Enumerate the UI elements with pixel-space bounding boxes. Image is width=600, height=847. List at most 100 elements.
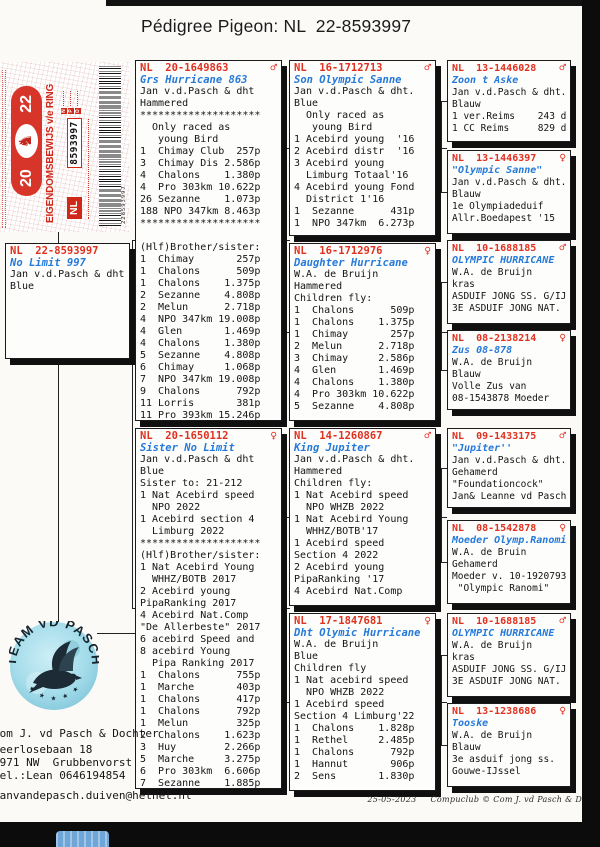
pedigree-box-mgf: NL 14-1260867 ♂ King Jupiter Jan v.d.Pasc…: [289, 428, 436, 606]
pigeon-name: "Olympic Sanne": [452, 165, 543, 176]
ring-number: NL 13-1446028: [452, 63, 537, 74]
connector-logo-mother: [97, 633, 138, 634]
ring-number: NL 10-1688185: [452, 616, 537, 627]
ring-number: NL 09-1433175: [452, 431, 537, 442]
pedigree-box-subject: NL 22-8593997 No Limit 997 Jan v.d.Pasch…: [5, 243, 130, 359]
ring-number: NL 22-8593997: [10, 245, 99, 257]
sex-icon: ♀: [424, 614, 431, 627]
card-microtext: [5, 70, 6, 228]
scan-edge-right: [582, 0, 600, 847]
owner-phone: Tel.:Lean 0646194854: [0, 769, 126, 782]
card-ring-number: 8593997: [67, 118, 82, 168]
connector: [441, 282, 447, 283]
blue-sticker: [56, 831, 109, 847]
ring-header: NL 10-1688185 ♂: [452, 615, 566, 628]
pedigree-box-g3: NL 10-1688185 ♂ OLYMPIC HURRICANE W.A. de…: [447, 240, 571, 324]
year-left: 20: [17, 169, 35, 187]
sex-icon: ♀: [559, 521, 566, 534]
icon-n: N: [60, 108, 67, 114]
pigeon-name: Daughter Hurricane: [294, 257, 408, 269]
connector: [441, 468, 442, 563]
pigeon-name: King Jupiter: [294, 442, 370, 454]
pigeon-details: Jan v.d.Pasch & dht. Gehamerd "Foundatio…: [452, 455, 567, 502]
connector: [441, 370, 447, 371]
pedigree-box-pgf: NL 16-1712713 ♂ Son Olympic Sanne Jan v.d…: [289, 60, 436, 236]
pigeon-details: W.A. de Bruijn Blauw Volle Zus van 08-15…: [452, 357, 550, 404]
pedigree-box-g4: NL 08-2138214 ♀ Zus 08-878 W.A. de Bruijn…: [447, 330, 571, 410]
owner-street: Meerlosebaan 18: [0, 743, 93, 756]
pigeon-details: W.A. de Bruijn Hammered Children fly: 1 …: [294, 269, 415, 412]
ring-header: NL 10-1688185 ♂: [452, 242, 566, 255]
ring-header: NL 20-1650112 ♀: [140, 430, 277, 443]
pedigree-box-g1: NL 13-1446028 ♂ Zoon t Aske Jan v.d.Pasch…: [447, 60, 571, 142]
pigeon-name: Zoon t Aske: [452, 75, 519, 86]
pigeon-details: Jan v.d.Pasch & dht. Blue Only raced as …: [294, 86, 415, 229]
ring-number: NL 08-2138214: [452, 333, 537, 344]
icon-d-text: [77, 91, 78, 106]
card-country: NL: [67, 197, 82, 219]
ring-number: NL 10-1688185: [452, 243, 537, 254]
ring-header: NL 09-1433175 ♂: [452, 430, 566, 443]
ring-number: NL 13-1238686: [452, 706, 537, 717]
ring-ownership-card: 20 ♞ 22 EIGENDOMSBEWIJS v/e RING NL 8593…: [0, 62, 129, 232]
ring-header: NL 08-1542878 ♀: [452, 522, 566, 535]
owner-city: 5971 NW Grubbenvorst: [0, 756, 133, 769]
connector: [286, 148, 287, 333]
pigeon-name: Dht Olymic Hurricane: [294, 627, 421, 639]
ring-header: NL 16-1712976 ♀: [294, 244, 431, 258]
dove-beak: [76, 675, 82, 680]
connector: [441, 562, 447, 563]
pigeon-details: W.A. de Bruijn Blauw 3e asduif jong ss. …: [452, 730, 555, 777]
ring-number: NL 20-1650112: [140, 430, 229, 442]
pigeon-name: Moeder Olymp.Ranomi: [452, 535, 567, 546]
card-microtext: [88, 119, 89, 219]
connector: [441, 468, 447, 469]
ring-header: NL 13-1446397 ♀: [452, 152, 566, 165]
pigeon-details: W.A. de Bruijn kras ASDUIF JONG SS. G/IJ…: [452, 640, 567, 687]
connector: [132, 240, 136, 241]
year-oval: 20 ♞ 22: [11, 86, 42, 196]
barcode-number: 228593997: [121, 185, 127, 224]
pigeon-details: Jan v.d.Pasch & dht Hammered ***********…: [140, 86, 261, 421]
ring-header: NL 22-8593997: [10, 245, 125, 257]
pedigree-box-g6: NL 08-1542878 ♀ Moeder Olymp.Ranomi W.A. …: [447, 520, 571, 604]
icon-n-text: [63, 91, 64, 106]
pedigree-box-g5: NL 09-1433175 ♂ "Jupiter'' Jan v.d.Pasch …: [447, 428, 571, 508]
icon-d: D: [74, 108, 81, 114]
sex-icon: ♀: [424, 244, 431, 257]
sex-icon: ♀: [559, 151, 566, 164]
footer-credit: Compuclub © Com J. vd Pasch & Dochter: [430, 795, 600, 804]
year-right: 22: [17, 95, 35, 113]
pedigree-box-g7: NL 10-1688185 ♂ OLYMPIC HURRICANE W.A. de…: [447, 613, 571, 697]
sex-icon: ♂: [559, 241, 566, 254]
pigeon-name: OLYMPIC HURRICANE: [452, 628, 555, 639]
sex-icon: ♀: [559, 704, 566, 717]
ring-header: NL 16-1712713 ♂: [294, 62, 431, 75]
connector: [441, 655, 442, 746]
icon-p: P: [67, 108, 74, 114]
connector: [441, 745, 447, 746]
pigeon-details: Jan v.d.Pasch & dht. Blauw 1e Olympiaded…: [452, 177, 567, 224]
connector: [286, 332, 290, 333]
barcode: [99, 66, 121, 226]
dove-icon: [29, 669, 76, 693]
ring-header: NL 14-1260867 ♂: [294, 430, 431, 443]
pedigree-box-pgm: NL 16-1712976 ♀ Daughter Hurricane W.A. d…: [289, 243, 436, 421]
team-logo: TEAM VD PASCH ★ ★ ★ ★ ★ ★ ★: [9, 621, 99, 710]
ring-number: NL 08-1542878: [452, 523, 537, 534]
pedigree-box-g8: NL 13-1238686 ♀ Tooske W.A. de Bruijn Bla…: [447, 703, 571, 787]
connector: [441, 101, 447, 102]
icon-p-text: [70, 91, 71, 106]
sex-icon: ♀: [559, 331, 566, 344]
connector-subject-logo: [58, 359, 59, 622]
sex-icon: ♂: [270, 61, 277, 74]
ring-number: NL 16-1712713: [294, 62, 383, 74]
scan-edge-top: [106, 0, 600, 6]
connector: [286, 517, 287, 703]
page-title: Pédigree Pigeon: NL 22-8593997: [141, 16, 412, 36]
footer: 25-05-2023 Compuclub © Com J. vd Pasch & …: [356, 786, 600, 813]
pedigree-box-father: NL 20-1649863 ♂ Grs Hurricane 863 Jan v.d…: [135, 60, 282, 421]
pedigree-box-mother: NL 20-1650112 ♀ Sister No Limit Jan v.d.P…: [135, 428, 282, 789]
pedigree-box-g2: NL 13-1446397 ♀ "Olympic Sanne" Jan v.d.P…: [447, 150, 571, 234]
